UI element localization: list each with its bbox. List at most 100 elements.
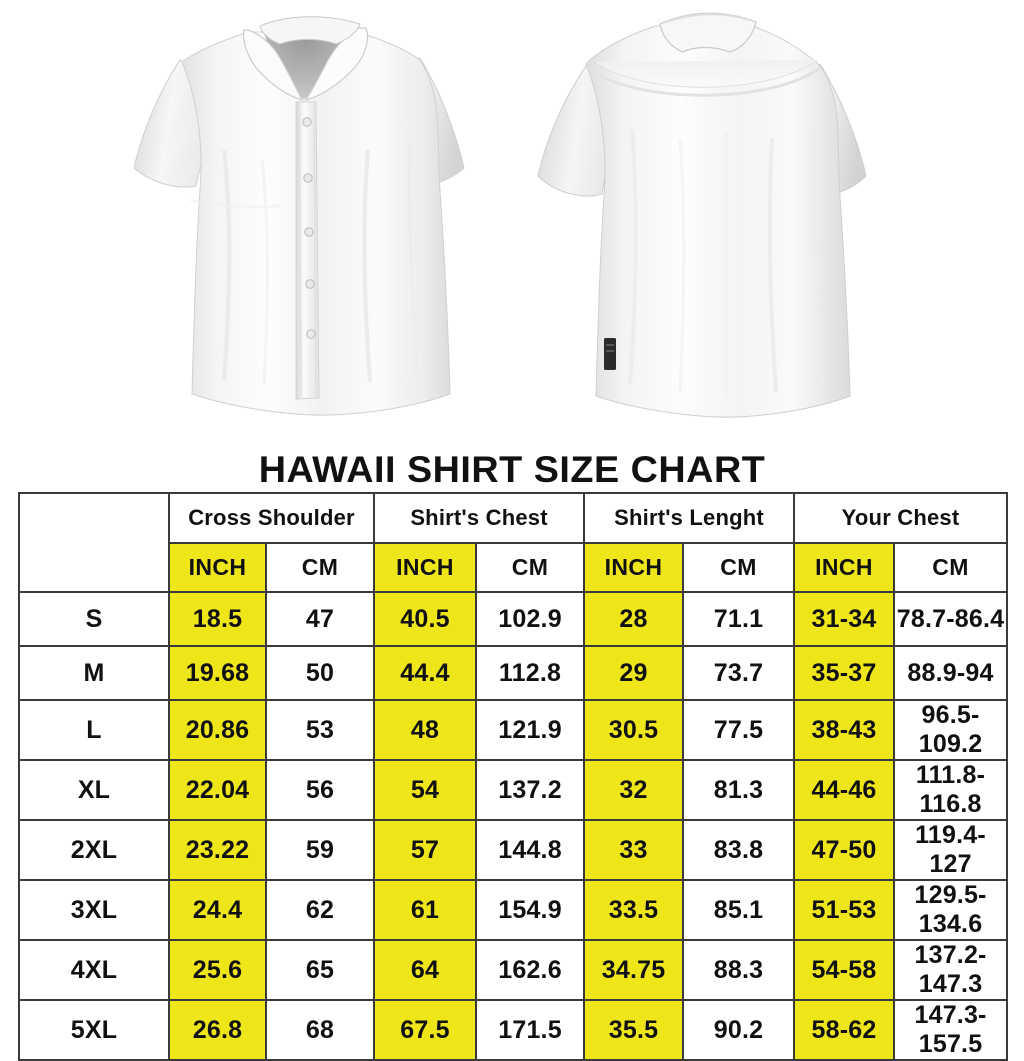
cell-shirts-lenght-inch: 28 [583,591,685,647]
cell-cross-shoulder-inch: 25.6 [168,939,267,1001]
cell-shirts-chest-cm: 171.5 [475,999,586,1061]
shirt-back-image [520,0,920,445]
header-group-cross-shoulder: Cross Shoulder [167,492,376,544]
cell-shirts-lenght-cm: 90.2 [682,999,796,1061]
cell-shirts-chest-inch: 64 [373,939,478,1001]
cell-shirts-chest-inch: 40.5 [373,591,478,647]
size-label-xl: XL [18,759,170,821]
shirt-front-image [120,0,520,445]
cell-shirts-lenght-cm: 88.3 [682,939,796,1001]
unit-shirts-lenght-cm: CM [682,542,796,593]
page-title: HAWAII SHIRT SIZE CHART [258,449,766,490]
header-group-shirts-chest: Shirt's Chest [373,492,586,544]
cell-your-chest-cm: 111.8-116.8 [893,759,1009,821]
cell-cross-shoulder-inch: 24.4 [168,879,267,941]
cell-shirts-lenght-cm: 73.7 [682,645,796,701]
cell-shirts-lenght-cm: 77.5 [682,699,796,761]
table-row: M 19.68 50 44.4 112.8 29 73.7 35-37 88.9-94 [18,645,1009,701]
cell-shirts-chest-inch: 48 [373,699,478,761]
size-label-2xl: 2XL [18,819,170,881]
table-row: S 18.5 47 40.5 102.9 28 71.1 31-34 78.7-86.4 [18,591,1009,647]
product-image-gallery [0,0,1024,445]
cell-your-chest-cm: 96.5-109.2 [893,699,1009,761]
cell-shirts-chest-cm: 121.9 [475,699,586,761]
unit-your-chest-inch: INCH [793,542,896,593]
cell-your-chest-inch: 44-46 [793,759,896,821]
cell-your-chest-inch: 31-34 [793,591,896,647]
cell-your-chest-inch: 38-43 [793,699,896,761]
size-chart-table: Cross Shoulder Shirt's Chest Shirt's Len… [18,492,1009,1061]
cell-your-chest-cm: 147.3-157.5 [893,999,1009,1061]
size-label-s: S [18,591,170,647]
cell-your-chest-cm: 129.5-134.6 [893,879,1009,941]
table-row: 5XL 26.8 68 67.5 171.5 35.5 90.2 58-62 147.3-157… [18,999,1009,1061]
cell-cross-shoulder-inch: 23.22 [168,819,267,881]
cell-shirts-chest-cm: 154.9 [475,879,586,941]
cell-cross-shoulder-inch: 20.86 [168,699,267,761]
cell-cross-shoulder-cm: 65 [264,939,376,1001]
table-body: S 18.5 47 40.5 102.9 28 71.1 31-34 78.7-86.4 M 19.… [18,591,1009,1061]
cell-cross-shoulder-cm: 47 [264,591,376,647]
header-unit-row: INCH CM INCH CM INCH CM INCH CM [19,542,1009,593]
cell-your-chest-inch: 47-50 [793,819,896,881]
cell-shirts-chest-inch: 61 [373,879,478,941]
table-row: L 20.86 53 48 121.9 30.5 77.5 38-43 96.5-109.2 [18,699,1009,761]
size-chart-container: Cross Shoulder Shirt's Chest Shirt's Len… [18,492,1009,1061]
table-row: 2XL 23.22 59 57 144.8 33 83.8 47-50 119.4-127 [18,819,1009,881]
cell-shirts-lenght-inch: 29 [583,645,685,701]
unit-your-chest-cm: CM [893,542,1009,593]
cell-shirts-chest-inch: 57 [373,819,478,881]
cell-shirts-chest-inch: 44.4 [373,645,478,701]
cell-cross-shoulder-inch: 18.5 [168,591,267,647]
cell-your-chest-inch: 51-53 [793,879,896,941]
unit-cross-shoulder-cm: CM [264,542,376,593]
cell-shirts-chest-cm: 102.9 [475,591,586,647]
cell-cross-shoulder-cm: 56 [264,759,376,821]
cell-shirts-chest-cm: 144.8 [475,819,586,881]
header-group-shirts-lenght: Shirt's Lenght [583,492,796,544]
cell-shirts-chest-inch: 67.5 [373,999,478,1061]
size-label-4xl: 4XL [18,939,170,1001]
cell-your-chest-cm: 119.4-127 [893,819,1009,881]
table-corner-cell [18,492,170,593]
cell-shirts-lenght-inch: 33.5 [583,879,685,941]
cell-cross-shoulder-inch: 19.68 [168,645,267,701]
cell-your-chest-inch: 35-37 [793,645,896,701]
table-head: Cross Shoulder Shirt's Chest Shirt's Len… [18,492,1009,593]
unit-shirts-chest-inch: INCH [373,542,478,593]
cell-cross-shoulder-cm: 53 [264,699,376,761]
cell-cross-shoulder-cm: 62 [264,879,376,941]
cell-shirts-lenght-inch: 34.75 [583,939,685,1001]
cell-cross-shoulder-cm: 50 [264,645,376,701]
cell-your-chest-cm: 88.9-94 [893,645,1009,701]
cell-shirts-lenght-cm: 83.8 [682,819,796,881]
cell-shirts-lenght-inch: 32 [583,759,685,821]
cell-your-chest-cm: 137.2-147.3 [893,939,1009,1001]
size-label-l: L [18,699,170,761]
cell-shirts-lenght-inch: 33 [583,819,685,881]
table-row: XL 22.04 56 54 137.2 32 81.3 44-46 111.8-116.8 [18,759,1009,821]
cell-your-chest-cm: 78.7-86.4 [893,591,1009,647]
cell-cross-shoulder-inch: 26.8 [168,999,267,1061]
cell-cross-shoulder-cm: 68 [264,999,376,1061]
unit-cross-shoulder-inch: INCH [168,542,267,593]
cell-shirts-lenght-cm: 81.3 [682,759,796,821]
cell-shirts-chest-cm: 162.6 [475,939,586,1001]
cell-cross-shoulder-cm: 59 [264,819,376,881]
cell-shirts-chest-cm: 137.2 [475,759,586,821]
cell-shirts-lenght-cm: 71.1 [682,591,796,647]
header-group-row: Cross Shoulder Shirt's Chest Shirt's Len… [18,492,1009,593]
size-label-3xl: 3XL [18,879,170,941]
unit-shirts-chest-cm: CM [475,542,586,593]
table-row: 3XL 24.4 62 61 154.9 33.5 85.1 51-53 129.5-134.6 [18,879,1009,941]
cell-shirts-lenght-inch: 35.5 [583,999,685,1061]
cell-shirts-chest-cm: 112.8 [475,645,586,701]
cell-cross-shoulder-inch: 22.04 [168,759,267,821]
header-group-your-chest: Your Chest [793,492,1009,544]
unit-shirts-lenght-inch: INCH [583,542,685,593]
size-label-5xl: 5XL [18,999,170,1061]
cell-shirts-lenght-inch: 30.5 [583,699,685,761]
cell-your-chest-inch: 58-62 [793,999,896,1061]
cell-shirts-lenght-cm: 85.1 [682,879,796,941]
cell-your-chest-inch: 54-58 [793,939,896,1001]
